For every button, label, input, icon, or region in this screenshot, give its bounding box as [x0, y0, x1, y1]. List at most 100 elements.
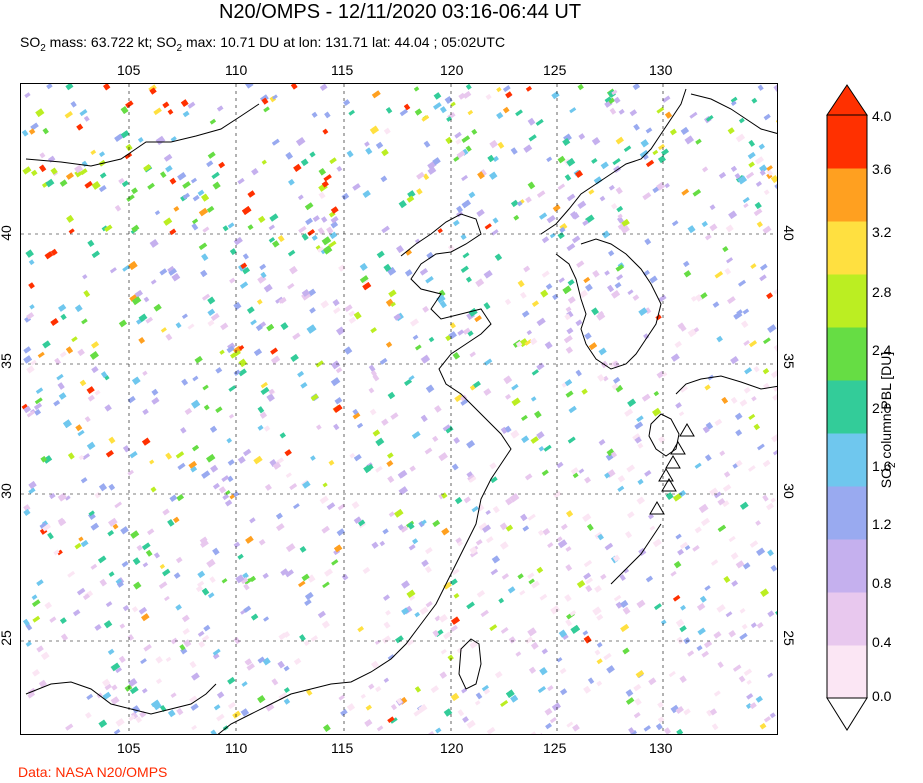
so2-pixel — [74, 164, 84, 174]
so2-pixel — [424, 565, 432, 574]
so2-pixel — [35, 108, 45, 118]
so2-pixel — [755, 695, 763, 703]
so2-pixel — [173, 516, 180, 524]
so2-pixel — [104, 224, 113, 232]
so2-pixel — [749, 702, 757, 710]
so2-pixel — [97, 555, 107, 564]
so2-pixel — [521, 435, 530, 444]
so2-pixel — [200, 269, 208, 278]
so2-pixel — [722, 500, 730, 508]
so2-pixel — [564, 313, 571, 321]
so2-pixel — [611, 383, 619, 391]
so2-pixel — [304, 591, 314, 601]
so2-pixel — [639, 149, 649, 158]
so2-pixel — [620, 599, 629, 608]
so2-pixel — [168, 268, 178, 276]
so2-pixel — [212, 652, 220, 660]
so2-pixel — [694, 526, 702, 534]
so2-pixel — [762, 459, 771, 468]
so2-pixel — [412, 538, 419, 545]
so2-pixel — [675, 618, 685, 628]
so2-pixel — [758, 143, 765, 150]
so2-pixel — [140, 658, 147, 665]
so2-pixel — [118, 655, 126, 663]
so2-pixel — [237, 177, 245, 185]
so2-pixel — [53, 399, 61, 407]
so2-pixel — [588, 189, 595, 195]
so2-pixel — [103, 620, 113, 629]
so2-pixel — [615, 384, 624, 393]
so2-pixel — [414, 108, 423, 116]
so2-pixel — [571, 212, 580, 220]
so2-pixel — [118, 177, 125, 185]
so2-pixel — [649, 525, 656, 531]
so2-pixel — [91, 180, 101, 190]
so2-pixel — [466, 719, 476, 729]
so2-pixel — [341, 192, 350, 201]
so2-pixel — [530, 396, 537, 402]
so2-pixel — [199, 536, 208, 544]
colorbar-tick-0.8: 0.8 — [872, 575, 892, 591]
so2-pixel — [450, 692, 460, 702]
volcano-triangle — [649, 501, 665, 515]
so2-pixel — [617, 213, 623, 219]
so2-pixel — [31, 169, 38, 177]
so2-pixel — [500, 699, 509, 707]
so2-pixel — [338, 694, 345, 701]
so2-pixel — [627, 398, 637, 407]
colorbar-band — [827, 539, 867, 593]
so2-pixel — [566, 721, 574, 728]
so2-pixel — [210, 464, 219, 473]
so2-pixel — [399, 108, 408, 117]
so2-pixel — [257, 656, 266, 664]
so2-pixel — [118, 319, 128, 328]
so2-pixel — [735, 429, 743, 437]
so2-pixel — [326, 226, 334, 235]
so2-pixel — [220, 322, 229, 331]
so2-pixel — [299, 545, 307, 553]
so2-pixel — [652, 538, 662, 548]
so2-pixel — [577, 84, 584, 91]
so2-pixel — [735, 560, 745, 569]
so2-pixel — [672, 594, 681, 602]
so2-pixel — [75, 424, 83, 432]
so2-pixel — [411, 431, 421, 440]
sakhalin-hokkaido-coast — [690, 93, 777, 134]
so2-pixel — [351, 501, 360, 509]
so2-pixel — [670, 704, 680, 714]
so2-pixel — [511, 397, 521, 407]
so2-pixel — [334, 397, 343, 405]
so2-pixel — [578, 468, 585, 474]
so2-pixel — [386, 266, 397, 276]
colorbar-band — [827, 486, 867, 540]
so2-pixel — [108, 571, 115, 578]
so2-pixel — [299, 634, 306, 642]
so2-pixel — [312, 215, 320, 222]
so2-pixel — [130, 711, 139, 720]
so2-pixel — [329, 157, 337, 164]
so2-pixel — [460, 394, 468, 402]
so2-pixel — [528, 134, 537, 142]
so2-pixel — [137, 137, 144, 143]
so2-pixel — [89, 351, 99, 360]
so2-pixel — [329, 231, 338, 240]
so2-pixel — [322, 581, 330, 589]
so2-pixel — [401, 580, 410, 589]
so2-pixel — [190, 703, 199, 711]
so2-pixel — [227, 459, 235, 466]
so2-pixel — [129, 450, 138, 459]
so2-pixel — [748, 139, 756, 147]
lat-label-left-30: 30 — [0, 483, 14, 499]
so2-pixel — [653, 391, 659, 397]
so2-pixel — [773, 84, 777, 92]
so2-pixel — [85, 711, 92, 719]
so2-pixel — [263, 425, 271, 432]
so2-pixel — [338, 264, 346, 272]
so2-pixel — [99, 578, 107, 587]
so2-pixel — [219, 349, 225, 355]
so2-pixel — [541, 236, 550, 244]
so2-pixel — [292, 332, 301, 341]
so2-pixel — [381, 225, 390, 234]
so2-pixel — [25, 249, 34, 258]
so2-pixel — [432, 157, 441, 166]
